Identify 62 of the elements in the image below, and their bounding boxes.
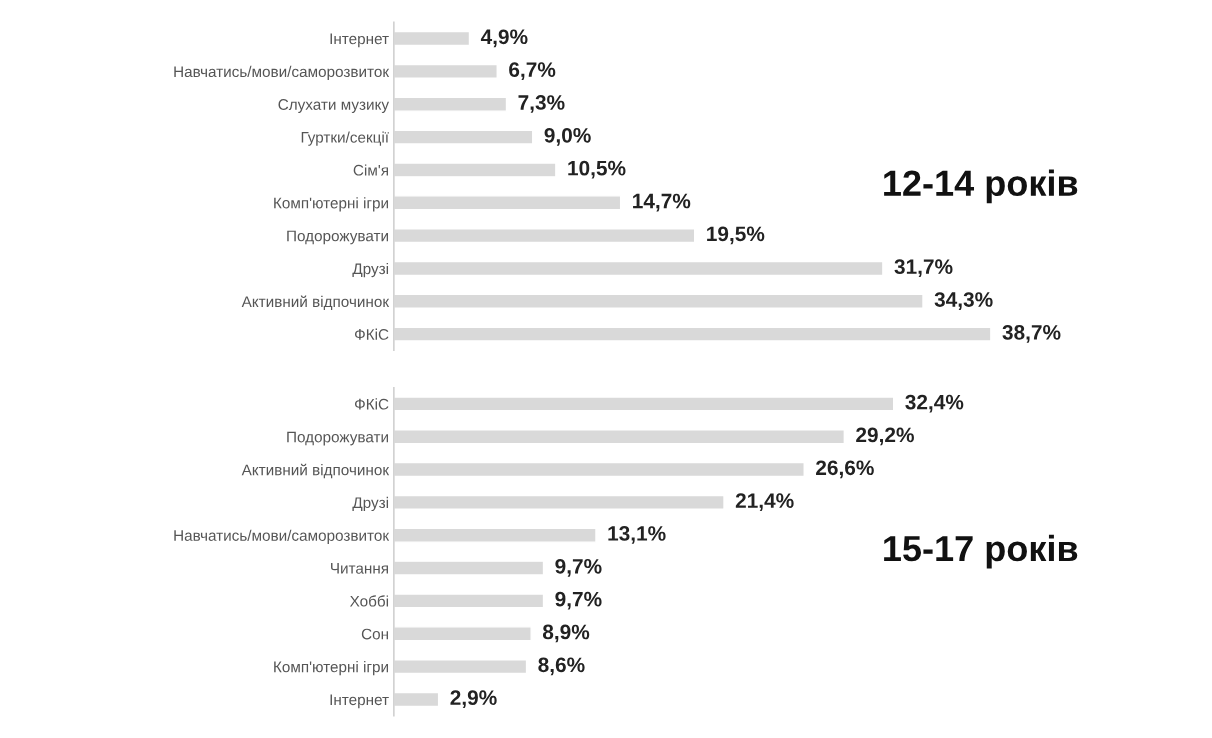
- y-tick-label: ФКіС: [354, 398, 389, 410]
- bar: [393, 396, 895, 412]
- y-tick-label: Читання: [331, 563, 388, 574]
- y-tick-label: Комп'ютерні ігри: [274, 661, 388, 676]
- bar: [393, 527, 597, 543]
- bar: [393, 228, 696, 244]
- y-tick-label: Інтернет: [330, 694, 389, 709]
- y-tick-label: Активний відпочинок: [241, 295, 390, 310]
- data-label: 26,6%: [816, 460, 874, 479]
- y-tick-label: Гуртки/секції: [301, 131, 389, 146]
- data-label: 14,7%: [633, 193, 691, 212]
- bar: [393, 626, 532, 642]
- data-label: 2,9%: [450, 690, 497, 709]
- y-tick-label: Слухати музику: [278, 99, 390, 113]
- data-label: 8,9%: [542, 624, 590, 643]
- data-label: 38,7%: [1002, 324, 1061, 343]
- y-tick-label: Подорожувати: [287, 230, 388, 245]
- text: 15-17 років: [884, 534, 1078, 569]
- bar: [393, 659, 528, 675]
- bar: [393, 461, 805, 478]
- data-label: 9,7%: [555, 591, 602, 610]
- y-tick-label: ФКіС: [354, 328, 389, 340]
- data-label: 34,3%: [934, 292, 993, 310]
- bar: [393, 593, 545, 609]
- data-label: 21,4%: [735, 493, 794, 512]
- y-tick-label: Друзі: [352, 496, 389, 512]
- bar: [393, 129, 534, 145]
- data-label: 4,9%: [480, 29, 528, 48]
- bar: [393, 162, 557, 178]
- y-tick-label: Сон: [361, 628, 388, 640]
- y-tick-label: Інтернет: [330, 33, 389, 48]
- bar: [393, 63, 498, 79]
- data-label: 19,5%: [707, 226, 765, 245]
- text: 12-14 років: [884, 169, 1078, 204]
- y-tick-label: Сім'я: [353, 164, 388, 176]
- data-label: 32,4%: [905, 394, 964, 413]
- bar: [393, 691, 440, 708]
- bar: [393, 494, 725, 510]
- bar: [393, 429, 846, 445]
- data-label: 13,1%: [608, 526, 666, 544]
- y-tick-label: Комп'ютерні ігри: [274, 197, 388, 212]
- data-label: 8,6%: [538, 657, 585, 676]
- data-label: 9,7%: [555, 558, 602, 577]
- bar: [393, 293, 924, 309]
- y-tick-label: Друзі: [352, 262, 389, 278]
- bar: [393, 326, 992, 342]
- data-label: 7,3%: [518, 95, 565, 113]
- data-label: 9,0%: [544, 127, 591, 146]
- data-label: 6,7%: [509, 62, 556, 81]
- y-tick-label: Активний відпочинок: [241, 463, 390, 479]
- bar: [393, 30, 471, 47]
- bar: [393, 560, 545, 576]
- data-label: 29,2%: [856, 427, 914, 446]
- bar: [393, 195, 622, 211]
- data-label: 31,7%: [894, 259, 953, 278]
- y-tick-label: Навчатись/мови/саморозвиток: [174, 529, 390, 544]
- y-tick-label: Навчатись/мови/саморозвиток: [174, 65, 390, 81]
- data-label: 10,5%: [568, 160, 626, 179]
- y-tick-label: Хоббі: [349, 595, 389, 607]
- bar: [393, 96, 508, 112]
- y-tick-label: Подорожувати: [287, 431, 388, 446]
- bar: [393, 260, 884, 277]
